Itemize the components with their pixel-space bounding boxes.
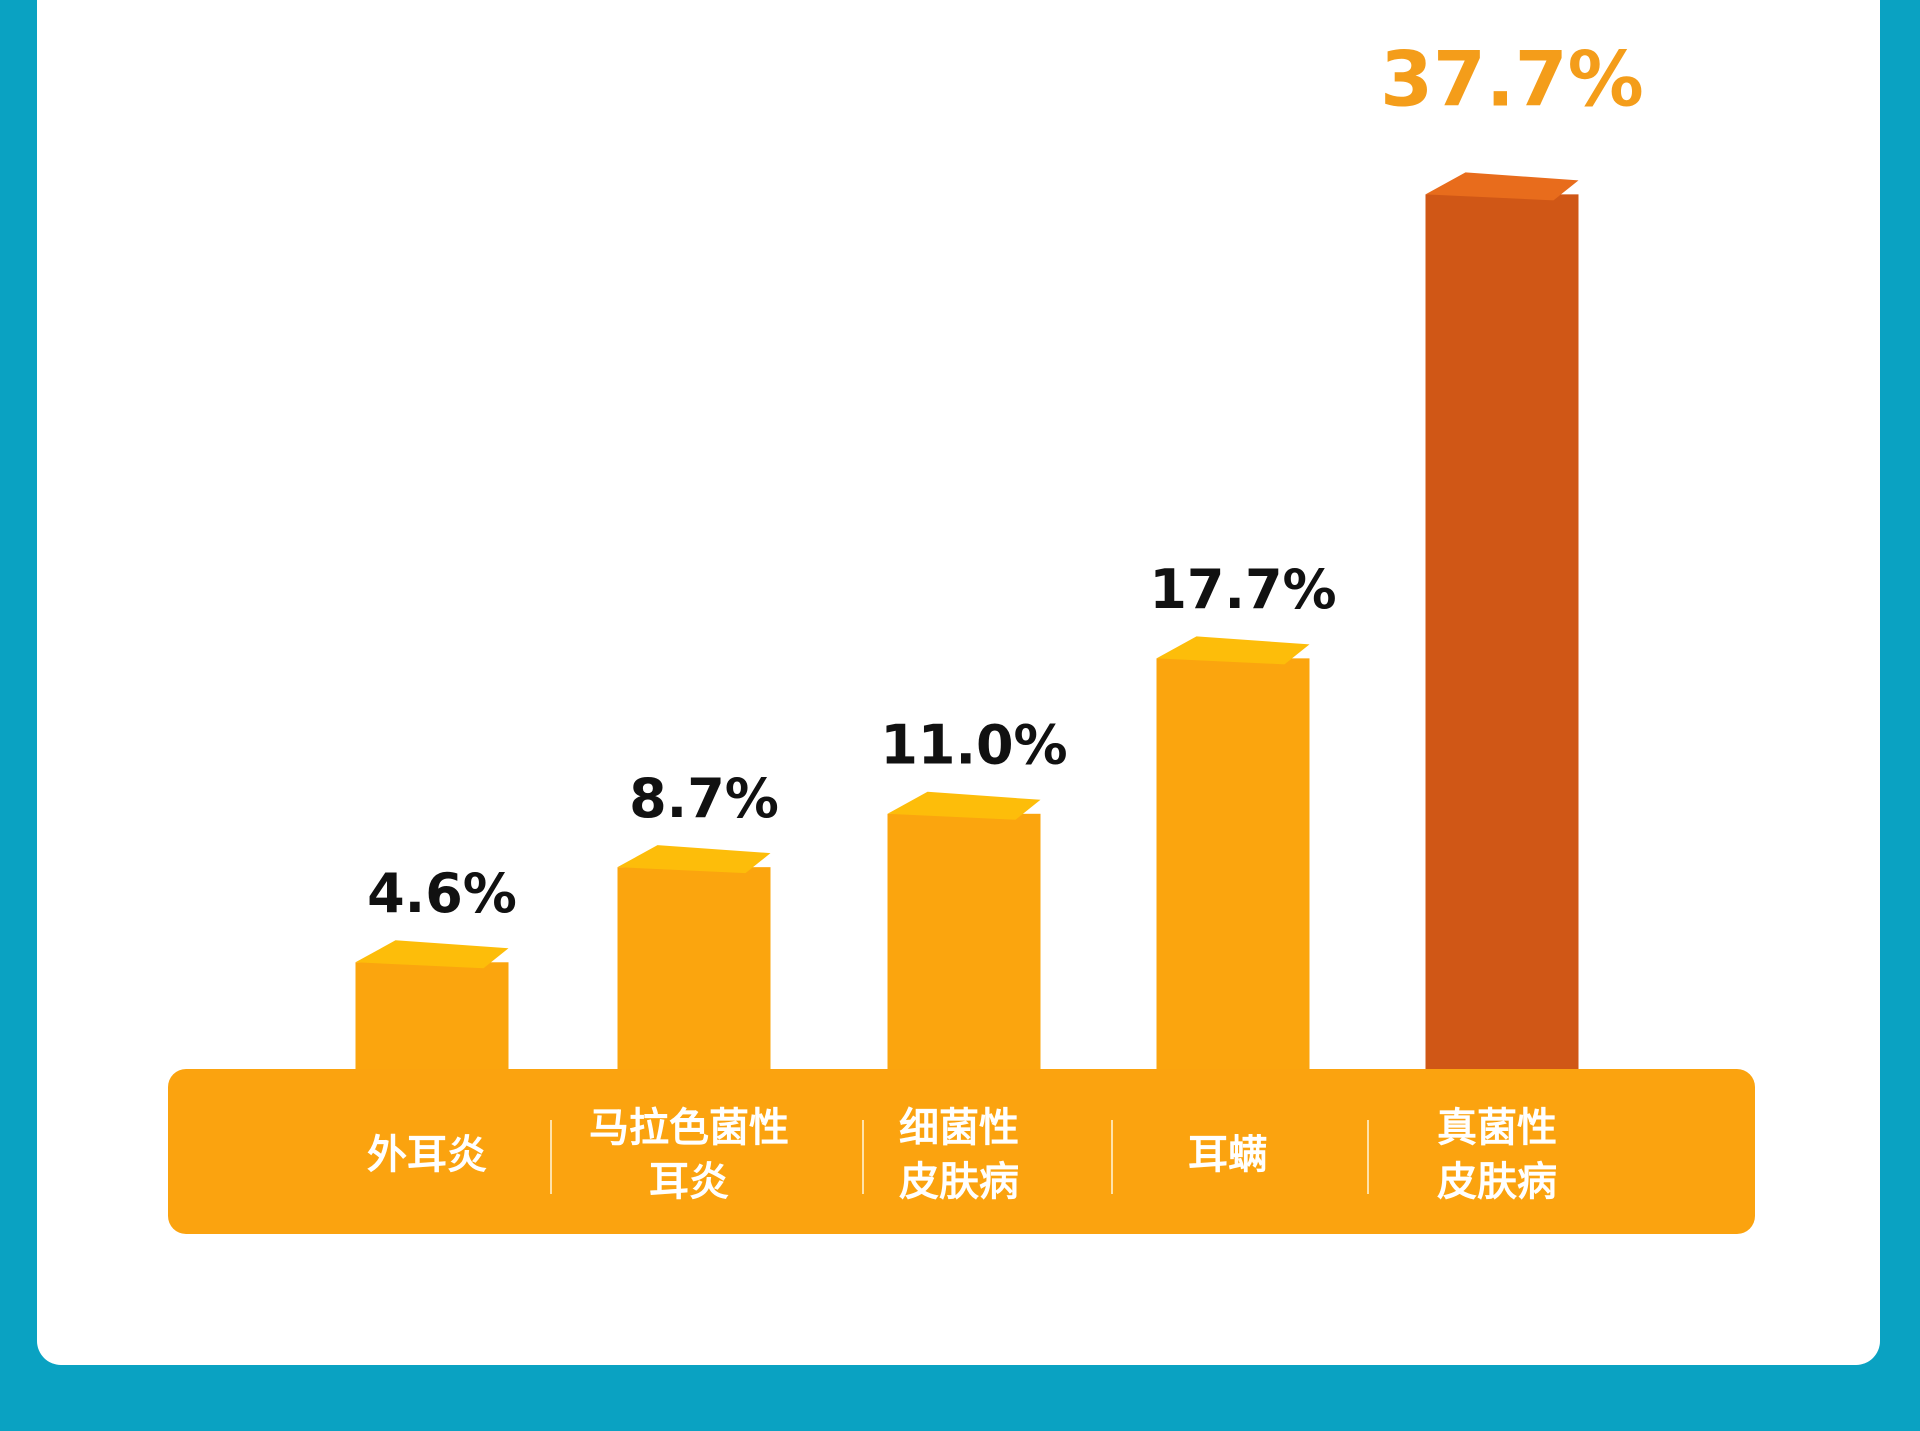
x-tick-label: 外耳炎 — [367, 1132, 487, 1178]
bar — [1156, 658, 1310, 1069]
value-label: 37.7% — [1380, 34, 1644, 123]
separators — [550, 1120, 1369, 1194]
base-band — [168, 1069, 1755, 1234]
bar — [1425, 194, 1579, 1070]
x-tick-label: 皮肤病 — [899, 1159, 1019, 1205]
bar-top — [1425, 172, 1579, 201]
x-tick-label: 真菌性 — [1437, 1105, 1557, 1151]
bar-top — [617, 845, 771, 874]
x-tick-label: 耳螨 — [1188, 1132, 1268, 1178]
x-tick-label: 耳炎 — [649, 1159, 729, 1205]
value-label: 11.0% — [880, 713, 1067, 776]
bar — [887, 813, 1041, 1069]
x-tick-label: 皮肤病 — [1437, 1159, 1557, 1205]
bar — [355, 962, 509, 1069]
value-label: 4.6% — [367, 862, 517, 925]
bar-top — [1156, 636, 1310, 665]
bar-top — [355, 940, 509, 969]
bar — [617, 867, 771, 1069]
value-label: 8.7% — [629, 767, 779, 830]
bar-top — [887, 791, 1041, 820]
x-tick-label: 细菌性 — [899, 1105, 1019, 1151]
value-label: 17.7% — [1149, 558, 1336, 621]
x-tick-label: 马拉色菌性 — [589, 1105, 789, 1151]
